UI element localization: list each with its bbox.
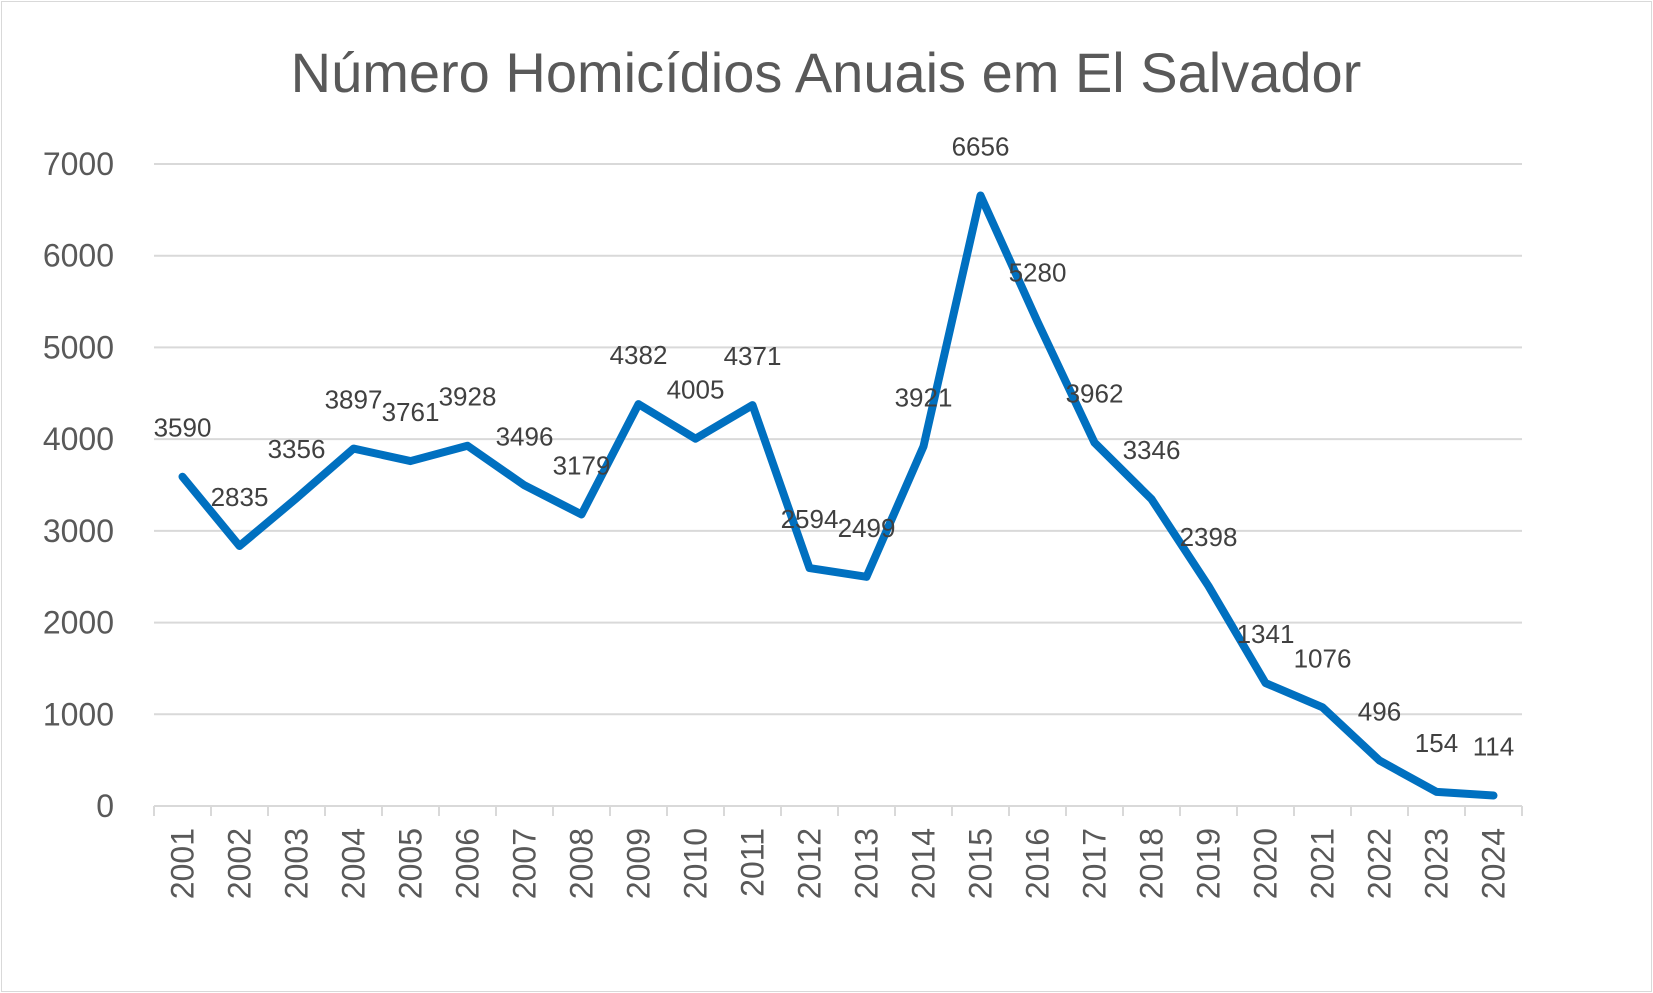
data-point	[638, 403, 639, 405]
data-label: 3179	[553, 450, 611, 480]
x-tick-label: 2004	[336, 828, 372, 899]
data-label: 4005	[667, 375, 725, 405]
x-tick-label: 2022	[1362, 828, 1398, 899]
x-tick-label: 2006	[450, 828, 486, 899]
data-point	[1436, 791, 1437, 793]
x-tick-label: 2010	[678, 828, 714, 899]
data-point	[1208, 585, 1209, 587]
data-label: 3496	[496, 421, 554, 451]
data-label: 1341	[1237, 619, 1295, 649]
x-tick-label: 2009	[621, 828, 657, 899]
x-tick-label: 2018	[1134, 828, 1170, 899]
gridlines	[154, 163, 1522, 807]
data-label: 114	[1473, 732, 1514, 762]
data-point	[1493, 795, 1494, 797]
data-point	[1151, 498, 1152, 500]
data-point	[1265, 682, 1266, 684]
data-label: 496	[1358, 697, 1401, 727]
data-label: 4382	[610, 340, 668, 370]
data-point	[1379, 760, 1380, 762]
data-point	[581, 513, 582, 515]
x-tick-label: 2020	[1248, 828, 1284, 899]
x-tick-label: 2008	[564, 828, 600, 899]
x-tick-label: 2017	[1077, 828, 1113, 899]
data-label: 154	[1415, 728, 1458, 758]
series-layer	[178, 191, 1498, 800]
y-tick-label: 7000	[43, 146, 114, 182]
y-axis-ticks: 0 1000 2000 3000 4000 5000 6000 7000	[43, 146, 114, 824]
x-axis-ticks: 2001 2002 2003 2004 2005 2006 2007 2008 2009 2010…	[153, 806, 1523, 899]
data-label: 2594	[781, 504, 839, 534]
data-point	[524, 484, 525, 486]
x-tick-label: 2021	[1305, 828, 1341, 899]
data-label: 6656	[952, 132, 1010, 162]
x-tick-label: 2019	[1191, 828, 1227, 899]
data-point	[752, 404, 753, 406]
x-tick-label: 2002	[222, 828, 258, 899]
y-tick-label: 6000	[43, 238, 114, 274]
x-tick-label: 2015	[963, 828, 999, 899]
data-point	[410, 460, 411, 462]
data-point	[1322, 706, 1323, 708]
x-tick-label: 2001	[165, 828, 201, 899]
y-tick-label: 0	[96, 788, 114, 824]
data-point	[980, 195, 981, 197]
x-tick-label: 2003	[279, 828, 315, 899]
data-label: 2835	[211, 482, 269, 512]
x-tick-label: 2013	[849, 828, 885, 899]
series-line	[178, 191, 1498, 800]
data-label: 3590	[154, 413, 212, 443]
data-label: 3356	[268, 434, 326, 464]
data-point	[695, 438, 696, 440]
data-point	[923, 445, 924, 447]
x-tick-label: 2007	[507, 828, 543, 899]
data-label: 3928	[439, 382, 497, 412]
data-point	[296, 497, 297, 499]
y-tick-label: 4000	[43, 421, 114, 457]
data-point	[467, 445, 468, 447]
data-label: 4371	[724, 341, 782, 371]
data-label: 3346	[1123, 435, 1181, 465]
data-label: 2499	[838, 513, 896, 543]
x-tick-label: 2012	[792, 828, 828, 899]
data-point	[1094, 442, 1095, 444]
data-label: 3921	[895, 382, 953, 412]
data-label: 2398	[1180, 522, 1238, 552]
chart-title: Número Homicídios Anuais em El Salvador	[291, 41, 1362, 104]
y-tick-label: 5000	[43, 329, 114, 365]
data-label: 3962	[1066, 379, 1124, 409]
x-tick-label: 2023	[1419, 828, 1455, 899]
y-tick-label: 2000	[43, 605, 114, 641]
x-tick-label: 2014	[906, 828, 942, 899]
data-point	[182, 476, 183, 478]
data-point	[809, 567, 810, 569]
x-tick-label: 2016	[1020, 828, 1056, 899]
data-point	[1037, 321, 1038, 323]
data-point	[239, 545, 240, 547]
x-tick-label: 2011	[735, 828, 771, 897]
data-label: 1076	[1294, 643, 1352, 673]
y-tick-label: 3000	[43, 513, 114, 549]
data-label: 5280	[1009, 258, 1067, 288]
data-point	[353, 448, 354, 450]
y-tick-label: 1000	[43, 696, 114, 732]
data-point	[866, 576, 867, 578]
x-tick-label: 2024	[1476, 828, 1512, 899]
x-tick-label: 2005	[393, 828, 429, 899]
data-label: 3761	[382, 397, 440, 427]
data-label: 3897	[325, 385, 383, 415]
